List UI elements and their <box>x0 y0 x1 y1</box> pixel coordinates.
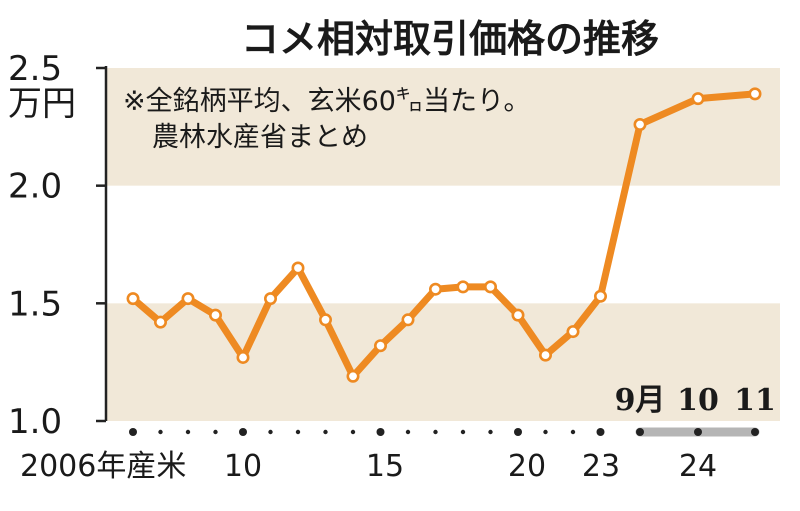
data-point-2019 <box>483 280 497 294</box>
x-dot-9 <box>376 428 385 436</box>
x-dot-12 <box>460 429 466 435</box>
data-point-2008 <box>181 292 195 306</box>
data-point-2022 <box>566 325 580 339</box>
data-point-2006 <box>126 292 140 306</box>
note-line-2: 農林水産省まとめ <box>152 122 368 153</box>
data-point-2023 <box>593 289 607 303</box>
x-dot-4 <box>239 428 247 436</box>
chart-title: コメ相対取引価格の推移 <box>241 17 659 61</box>
x-dot-8 <box>350 429 356 435</box>
x-tick-label-4: 23 <box>582 449 620 484</box>
band-2.0-2.5 <box>106 68 780 186</box>
y-unit-label: 万円 <box>8 84 76 124</box>
y-tick-label-2.0: 2.0 <box>8 167 62 207</box>
x-dot-month-1 <box>694 428 702 436</box>
note-line-1: ※全銘柄平均、玄米60㌔当たり。 <box>123 86 530 117</box>
x-dot-month-0 <box>636 428 644 436</box>
month-label-2: 11 <box>734 383 776 418</box>
data-point-2015 <box>373 339 387 353</box>
data-point-2012 <box>291 261 305 275</box>
y-tick-label-1.0: 1.0 <box>8 402 62 442</box>
data-point-2024/10 <box>691 92 705 106</box>
data-point-2020 <box>511 308 525 322</box>
x-dot-month-2 <box>751 428 759 436</box>
x-dot-5 <box>268 429 273 435</box>
x-dot-1 <box>158 429 163 435</box>
data-point-2007 <box>154 315 168 329</box>
x-dot-17 <box>596 428 605 436</box>
data-point-2009 <box>209 308 223 322</box>
data-point-2016 <box>401 313 415 327</box>
month-label-0: 9月 <box>615 383 666 418</box>
x-tick-label-1: 10 <box>224 449 262 484</box>
x-dot-13 <box>488 429 493 435</box>
data-point-2021 <box>538 348 552 362</box>
y-tick-label-1.5: 1.5 <box>8 284 62 324</box>
data-point-2018 <box>456 280 470 294</box>
data-point-2011 <box>263 292 277 306</box>
data-point-2024/11 <box>748 87 762 101</box>
x-tick-label-0: 2006年産米 <box>20 449 186 484</box>
x-dot-15 <box>543 429 548 435</box>
month-label-1: 10 <box>677 383 719 418</box>
x-dot-7 <box>323 429 328 435</box>
x-tick-label-5: 24 <box>679 449 717 484</box>
data-point-2013 <box>318 313 332 327</box>
y-tick-label-2.5: 2.5 <box>8 49 62 89</box>
x-dot-10 <box>405 429 411 435</box>
data-point-2017 <box>428 282 442 296</box>
data-point-2010 <box>236 350 250 364</box>
x-dot-0 <box>129 428 137 436</box>
x-dot-6 <box>295 429 301 435</box>
x-dot-3 <box>213 429 218 435</box>
data-point-2024/9 <box>633 117 647 131</box>
x-dot-16 <box>570 429 576 435</box>
x-tick-label-3: 20 <box>508 449 546 484</box>
x-tick-label-2: 15 <box>366 449 404 484</box>
data-point-2014 <box>346 369 360 383</box>
x-dot-2 <box>185 429 191 435</box>
x-dot-14 <box>514 428 522 436</box>
x-dot-11 <box>433 429 438 435</box>
